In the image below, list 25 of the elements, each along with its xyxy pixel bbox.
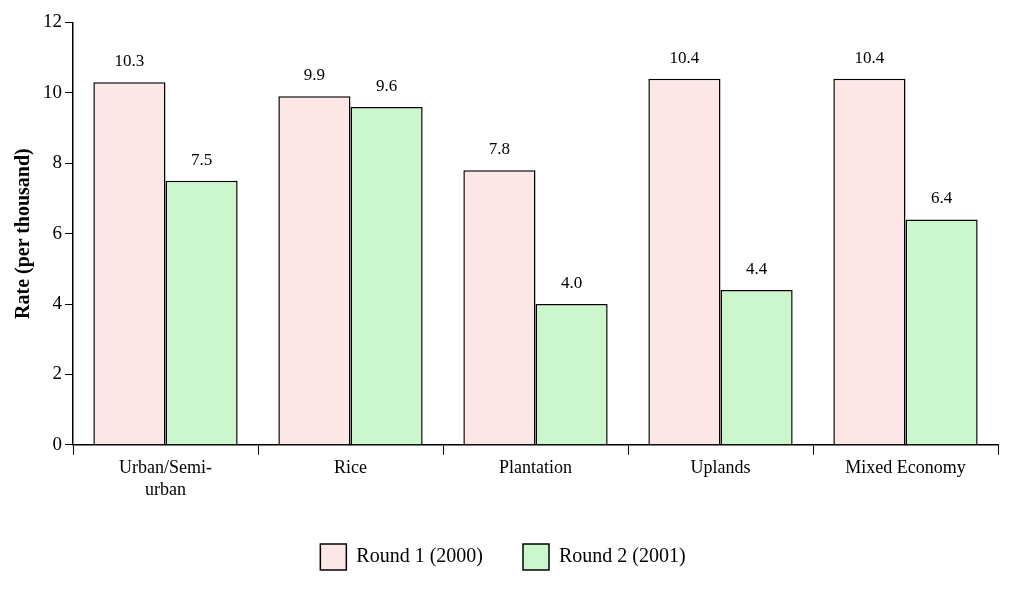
data-label: 6.4 [930, 188, 953, 208]
data-label: 4.4 [745, 258, 768, 278]
x-tick-label: Plantation [499, 457, 572, 478]
data-label: 10.3 [114, 51, 145, 71]
y-tick-label: 12 [43, 10, 62, 32]
data-label: 7.8 [488, 139, 511, 159]
x-tick-label: Urban/Semi-urban [119, 457, 212, 499]
y-tick-label: 8 [52, 151, 62, 173]
y-tick-label: 0 [52, 432, 62, 454]
x-tick-label: Uplands [690, 457, 751, 478]
data-label: 10.4 [854, 47, 885, 67]
y-tick-label: 2 [52, 362, 62, 384]
data-label: 10.4 [669, 47, 700, 67]
data-label: 9.9 [303, 65, 326, 85]
legend-label: Round 2 (2001) [559, 544, 686, 568]
y-tick-label: 6 [52, 221, 62, 243]
x-tick-label: Mixed Economy [845, 457, 966, 478]
y-axis-title: Rate (per thousand) [11, 148, 35, 319]
data-label: 7.5 [190, 149, 213, 169]
legend-label: Round 1 (2000) [356, 544, 484, 568]
y-tick-label: 4 [52, 291, 63, 313]
data-label: 4.0 [560, 272, 583, 292]
x-tick-label: Rice [334, 457, 367, 478]
y-tick-label: 10 [43, 80, 62, 102]
data-label: 9.6 [375, 75, 398, 95]
